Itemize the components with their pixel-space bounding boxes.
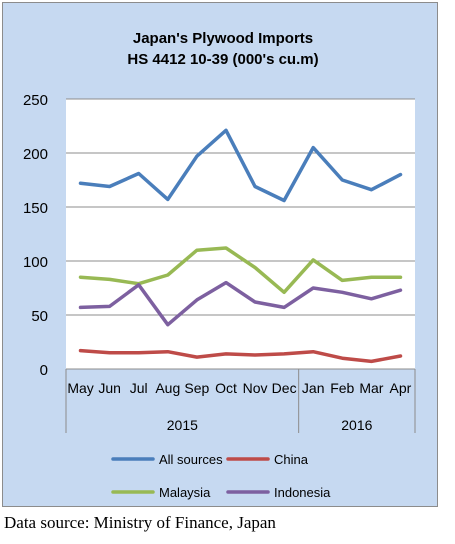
gridlines xyxy=(66,98,415,370)
series-lines xyxy=(78,128,403,364)
y-tick-label: 0 xyxy=(40,362,48,379)
legend-label-malaysia: Malaysia xyxy=(159,485,211,500)
y-tick-label: 250 xyxy=(23,92,48,109)
legend-label-all-sources: All sources xyxy=(159,452,223,467)
y-tick-label: 50 xyxy=(31,308,48,325)
y-tick-label: 100 xyxy=(23,254,48,271)
y-axis-ticks: 0 50 100 150 200 250 xyxy=(23,92,48,379)
x-tick-label: Dec xyxy=(272,380,297,396)
y-tick-label: 150 xyxy=(23,200,48,217)
chart-subtitle: HS 4412 10-39 (000's cu.m) xyxy=(127,51,318,68)
series-line-all-sources xyxy=(78,128,403,203)
x-tick-label: May xyxy=(67,380,93,396)
plot-area xyxy=(66,99,415,369)
x-tick-label: Oct xyxy=(215,380,237,396)
x-tick-label: Jul xyxy=(130,380,148,396)
x-tick-label: Apr xyxy=(390,380,412,396)
year-group-label: 2015 xyxy=(167,417,198,433)
x-tick-label: Jun xyxy=(98,380,121,396)
series-line-indonesia xyxy=(78,280,403,327)
data-source-note: Data source: Ministry of Finance, Japan xyxy=(4,513,276,532)
x-tick-label: Sep xyxy=(184,380,209,396)
chart-frame: Japan's Plywood Imports HS 4412 10-39 (0… xyxy=(2,2,438,507)
x-tick-label: Mar xyxy=(359,380,383,396)
year-group-label: 2016 xyxy=(341,417,372,433)
y-tick-label: 200 xyxy=(23,146,48,163)
chart-title: Japan's Plywood Imports xyxy=(133,30,313,47)
series-line-china xyxy=(78,348,403,364)
legend: All sources China Malaysia Indonesia xyxy=(111,452,331,500)
series-line-malaysia xyxy=(78,246,403,295)
x-tick-label: Jan xyxy=(302,380,325,396)
x-tick-label: Aug xyxy=(155,380,180,396)
x-tick-label: Nov xyxy=(243,380,268,396)
legend-label-china: China xyxy=(274,452,309,467)
line-chart: Japan's Plywood Imports HS 4412 10-39 (0… xyxy=(23,30,416,500)
legend-label-indonesia: Indonesia xyxy=(274,485,331,500)
x-tick-label: Feb xyxy=(330,380,354,396)
x-axis: May Jun Jul Aug Sep Oct Nov Dec Jan Feb Mar Apr 2015… xyxy=(65,369,416,433)
